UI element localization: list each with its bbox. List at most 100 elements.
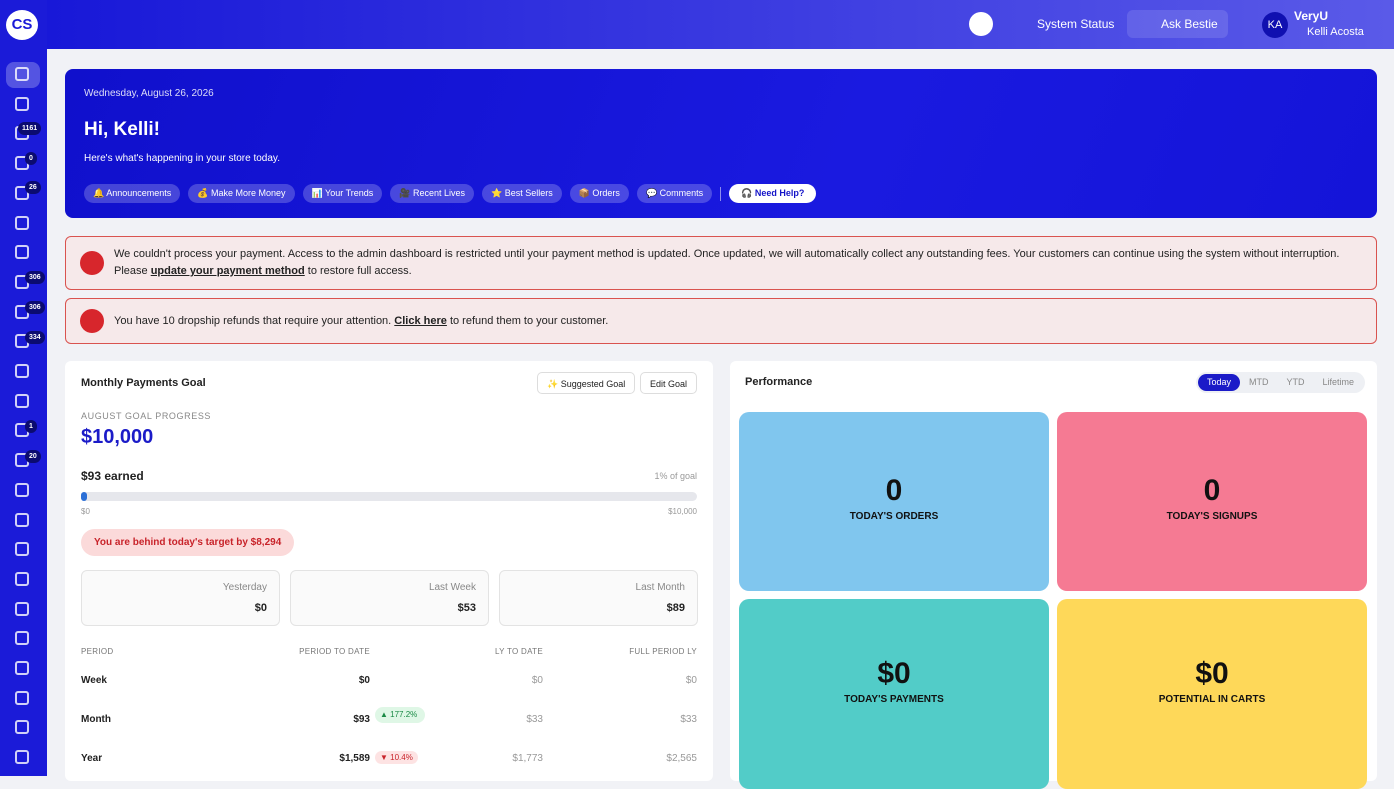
tabs: Today MTD YTD Lifetime — [1196, 372, 1366, 393]
badge: 1 — [25, 420, 37, 433]
user-name: Kelli Acosta — [1307, 26, 1364, 38]
quick-link[interactable]: 🎥 Recent Lives — [390, 184, 474, 203]
top-bar: System Status Ask Bestie KA VeryU Kelli … — [47, 0, 1394, 49]
badge: 306 — [25, 301, 45, 314]
full-period: $2,565 — [666, 753, 697, 764]
quick-link[interactable]: 💰 Make More Money — [188, 184, 295, 203]
nav-icon[interactable] — [15, 542, 29, 557]
nav-icon[interactable] — [15, 750, 29, 765]
tab[interactable]: Lifetime — [1322, 377, 1355, 387]
nav-icon[interactable] — [15, 631, 29, 646]
alert-text: You have 10 dropship refunds that requir… — [114, 313, 1362, 330]
quick-link[interactable]: 💬 Comments — [636, 184, 713, 203]
stat-card: Yesterday $0 — [81, 570, 280, 626]
nav-icon[interactable] — [15, 364, 29, 378]
ly-to-date: $33 — [526, 714, 543, 725]
progress-fill — [81, 492, 87, 501]
badge: 1161 — [18, 122, 42, 135]
nav-icon[interactable] — [15, 245, 29, 260]
table-header: PERIOD — [81, 647, 114, 656]
date: Wednesday, August 26, 2026 — [84, 88, 214, 99]
metric-value: 0 — [1203, 474, 1221, 507]
theme-toggle[interactable] — [969, 12, 993, 36]
nav-icon[interactable] — [15, 96, 29, 111]
help-button[interactable]: 🎧 Need Help? — [729, 184, 817, 203]
nav-icon[interactable] — [15, 601, 29, 616]
period: Month — [81, 714, 111, 725]
metric-value: $0 — [1195, 657, 1229, 690]
ly-to-date: $0 — [531, 675, 543, 686]
sidebar: CS 1161 0 26 306 306 334 1 20 — [0, 0, 47, 776]
behind-target: You are behind today's target by $8,294 — [81, 529, 295, 556]
table-header: LY TO DATE — [494, 647, 543, 656]
suggested-goal[interactable]: ✨ Suggested Goal — [537, 372, 636, 394]
table-header: FULL PERIOD LY — [629, 647, 697, 656]
metric-tile: 0 TODAY'S ORDERS — [739, 412, 1049, 591]
table-header: PERIOD TO DATE — [299, 647, 370, 656]
to-date: $0 — [358, 675, 370, 686]
divider — [720, 186, 722, 201]
tab[interactable]: MTD — [1249, 377, 1269, 387]
tab[interactable]: Today — [1198, 374, 1241, 391]
alert-icon — [80, 251, 104, 275]
edit-goal[interactable]: Edit Goal — [640, 372, 698, 394]
nav-icon[interactable] — [15, 67, 29, 81]
bar-max: $10,000 — [668, 507, 697, 516]
system-status[interactable]: System Status — [1037, 17, 1115, 31]
nav-icon[interactable] — [15, 720, 29, 735]
to-date: $93 — [353, 714, 370, 725]
metric-value: 0 — [885, 474, 903, 507]
nav-icon[interactable] — [15, 482, 29, 497]
badge: 20 — [25, 450, 41, 463]
quick-link[interactable]: ⭐ Best Sellers — [481, 184, 562, 203]
quick-link[interactable]: 📊 Your Trends — [302, 184, 383, 203]
nav-icon[interactable] — [15, 393, 29, 408]
logo[interactable]: CS — [6, 10, 38, 40]
link[interactable]: Click here — [394, 315, 447, 327]
progress-label: AUGUST GOAL PROGRESS — [81, 411, 212, 421]
link[interactable]: update your payment method — [150, 265, 305, 277]
quick-link[interactable]: 🔔 Announcements — [84, 184, 181, 203]
period: Week — [81, 675, 107, 686]
metric-label: POTENTIAL IN CARTS — [1158, 694, 1266, 705]
metric-tile: $0 POTENTIAL IN CARTS — [1057, 599, 1367, 789]
text: You have 10 dropship refunds that requir… — [114, 315, 395, 327]
bar-min: $0 — [81, 507, 90, 516]
alert: You have 10 dropship refunds that requir… — [65, 298, 1377, 344]
store-name: VeryU — [1294, 9, 1329, 23]
tab[interactable]: YTD — [1286, 377, 1305, 387]
percent: 1% of goal — [654, 471, 697, 481]
badge: 306 — [25, 271, 45, 284]
stat-label: Yesterday — [222, 582, 267, 593]
stat-label: Last Week — [428, 582, 476, 593]
stat-label: Last Month — [635, 582, 685, 593]
stat-value: $89 — [666, 602, 685, 614]
panel-title: Monthly Payments Goal — [81, 377, 206, 389]
subtitle: Here's what's happening in your store to… — [84, 153, 280, 164]
ask-bestie[interactable]: Ask Bestie — [1127, 10, 1228, 38]
nav-icon[interactable] — [15, 215, 29, 230]
quick-links: 🔔 Announcements 💰 Make More Money 📊 Your T… — [84, 184, 817, 203]
alert-text: We couldn't process your payment. Access… — [114, 246, 1362, 280]
nav-icon[interactable] — [15, 661, 29, 675]
quick-link[interactable]: 📦 Orders — [569, 184, 629, 203]
nav-icon[interactable] — [15, 690, 29, 705]
badge: 26 — [25, 181, 41, 194]
nav-icon[interactable] — [15, 512, 29, 527]
stat-value: $0 — [254, 602, 267, 614]
hero: Wednesday, August 26, 2026 Hi, Kelli! He… — [65, 69, 1377, 218]
performance-panel: Performance Today MTD YTD Lifetime 0 TODAY'S… — [730, 361, 1377, 789]
earned: $93 earned — [81, 469, 144, 483]
panel-title: Performance — [745, 376, 813, 388]
text: We couldn't process your payment. Access… — [114, 248, 1340, 277]
nav-active — [6, 62, 40, 88]
nav-icon[interactable] — [15, 571, 29, 586]
goal-panel: Monthly Payments Goal ✨ Suggested Goal E… — [65, 361, 713, 781]
goal-amount: $10,000 — [81, 426, 154, 448]
to-date: $1,589 — [339, 753, 370, 764]
badge: 334 — [25, 331, 45, 344]
avatar[interactable]: KA — [1262, 12, 1288, 38]
stat-card: Last Week $53 — [290, 570, 489, 626]
metric-value: $0 — [877, 657, 911, 690]
